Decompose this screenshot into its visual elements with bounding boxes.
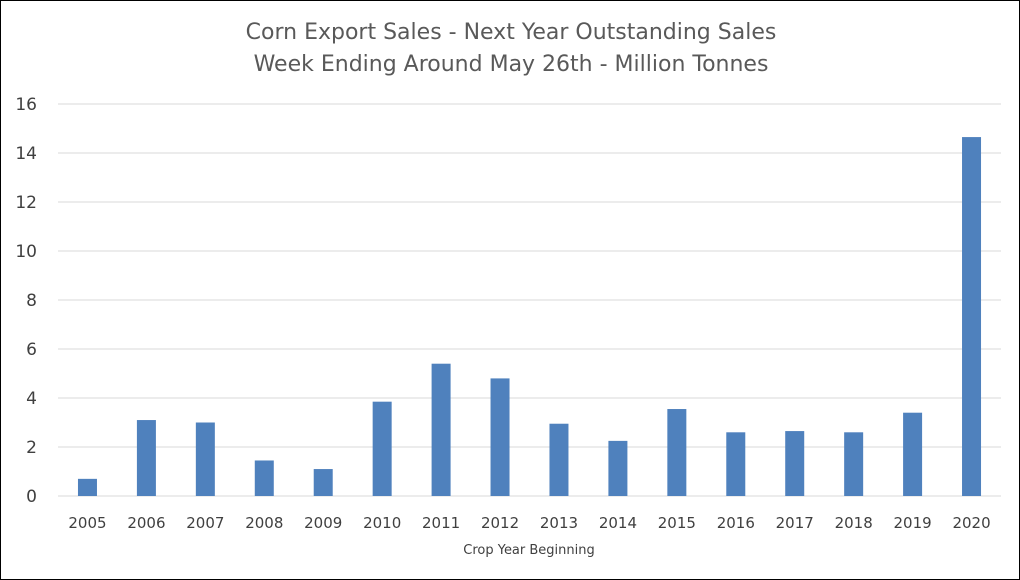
bar-2020 <box>962 137 982 496</box>
x-tick-label: 2007 <box>186 514 224 532</box>
bar-2012 <box>490 378 510 496</box>
bars <box>77 137 982 496</box>
x-tick-label: 2020 <box>952 514 990 532</box>
bar-2011 <box>431 363 451 496</box>
y-tick-label: 12 <box>15 193 37 213</box>
y-tick-label: 8 <box>26 291 37 311</box>
x-tick-label: 2009 <box>304 514 342 532</box>
chart-title-line-1: Corn Export Sales - Next Year Outstandin… <box>246 20 777 45</box>
bar-2017 <box>785 431 805 496</box>
bar-2006 <box>136 420 156 496</box>
x-tick-label: 2012 <box>481 514 519 532</box>
x-tick-label: 2005 <box>68 514 106 532</box>
x-tick-label: 2018 <box>835 514 873 532</box>
y-tick-label: 10 <box>15 242 37 262</box>
x-tick-label: 2019 <box>894 514 932 532</box>
bar-2016 <box>726 432 746 496</box>
y-tick-label: 2 <box>26 438 37 458</box>
y-tick-label: 0 <box>26 487 37 507</box>
x-tick-label: 2015 <box>658 514 696 532</box>
x-tick-label: 2013 <box>540 514 578 532</box>
y-tick-label: 4 <box>26 389 37 409</box>
bar-2008 <box>254 460 274 496</box>
x-tick-label: 2011 <box>422 514 460 532</box>
y-tick-label: 14 <box>15 144 37 164</box>
bar-2005 <box>77 478 97 496</box>
bar-2010 <box>372 401 392 496</box>
y-tick-label: 6 <box>26 340 37 360</box>
bar-2014 <box>608 440 628 496</box>
x-tick-label: 2006 <box>127 514 165 532</box>
x-tick-label: 2016 <box>717 514 755 532</box>
x-tick-label: 2014 <box>599 514 637 532</box>
y-tick-label: 16 <box>15 95 37 115</box>
gridlines <box>58 103 1001 497</box>
x-tick-label: 2010 <box>363 514 401 532</box>
bar-2019 <box>903 412 923 496</box>
bar-2018 <box>844 432 864 496</box>
x-tick-label: 2017 <box>776 514 814 532</box>
chart-title-line-2: Week Ending Around May 26th - Million To… <box>254 52 769 77</box>
y-axis-ticks: 0 2 4 6 8 10 12 14 16 <box>15 95 37 507</box>
x-axis-label: Crop Year Beginning <box>463 543 595 558</box>
x-tick-label: 2008 <box>245 514 283 532</box>
bar-2009 <box>313 469 333 496</box>
bar-2013 <box>549 423 569 496</box>
bar-2007 <box>195 422 215 496</box>
x-axis-ticks: 2005 2006 2007 2008 2009 2010 2011 2012 2013 2014… <box>68 514 990 532</box>
bar-2015 <box>667 409 687 496</box>
